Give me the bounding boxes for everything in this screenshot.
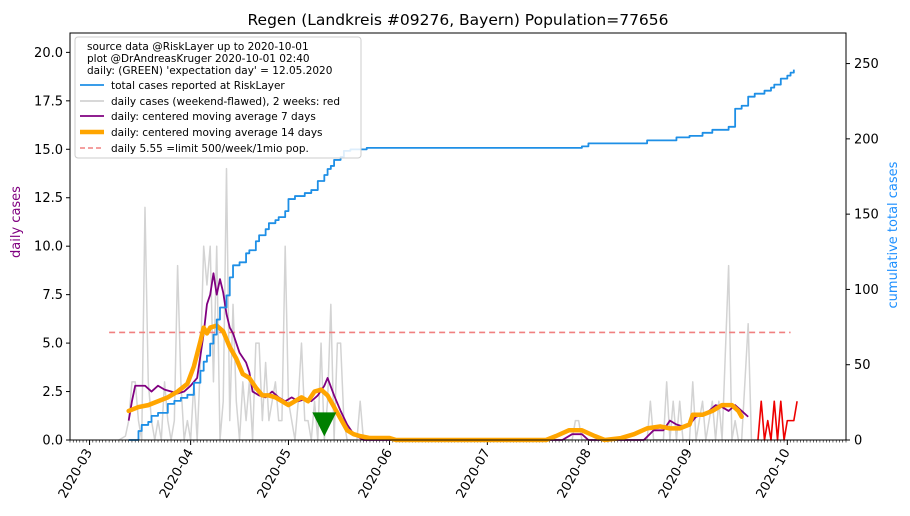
left-y-tick-label: 7.5	[42, 288, 63, 303]
chart-title: Regen (Landkreis #09276, Bayern) Populat…	[247, 11, 668, 29]
legend: source data @RiskLayer up to 2020-10-01 …	[74, 36, 362, 159]
legend-label-ma7: daily: centered moving average 7 days	[111, 111, 316, 123]
legend-label-daily: daily cases (weekend-flawed), 2 weeks: r…	[111, 96, 340, 108]
left-y-tick-label: 17.5	[34, 94, 63, 109]
right-y-tick-label: 200	[854, 132, 879, 147]
right-y-tick-label: 100	[854, 283, 879, 298]
right-y-tick-label: 250	[854, 57, 879, 72]
right-y-tick-label: 150	[854, 208, 879, 223]
daily-cases-recent-line	[757, 400, 798, 441]
left-y-tick-label: 12.5	[34, 191, 63, 206]
total-cases-line	[128, 69, 795, 441]
right-y-tick-label: 0	[854, 434, 862, 449]
legend-plot-line: plot @DrAndreasKruger 2020-10-01 02:40	[87, 53, 310, 65]
left-y-tick-label: 5.0	[42, 337, 63, 352]
legend-label-limit: daily 5.55 =limit 500/week/1mio pop.	[111, 143, 309, 155]
legend-label-ma14: daily: centered moving average 14 days	[111, 127, 323, 139]
expectation-day-marker	[312, 412, 337, 437]
left-y-tick-label: 0.0	[42, 434, 63, 449]
left-y-tick-label: 20.0	[34, 46, 63, 61]
left-y-tick-label: 2.5	[42, 385, 63, 400]
left-axis-label: daily cases	[9, 186, 24, 258]
right-axis-label: cumulative total cases	[886, 161, 901, 308]
ma14-line	[126, 323, 744, 443]
left-y-tick-label: 15.0	[34, 143, 63, 158]
left-y-tick-label: 10.0	[34, 240, 63, 255]
legend-expectation-line: daily: (GREEN) 'expectation day' = 12.05…	[87, 65, 332, 77]
right-y-tick-label: 50	[854, 358, 871, 373]
legend-label-total: total cases reported at RiskLayer	[111, 80, 285, 92]
plot-frame	[69, 32, 847, 441]
plot-area	[109, 69, 798, 443]
legend-box	[74, 36, 362, 159]
legend-source-line: source data @RiskLayer up to 2020-10-01	[87, 41, 309, 53]
